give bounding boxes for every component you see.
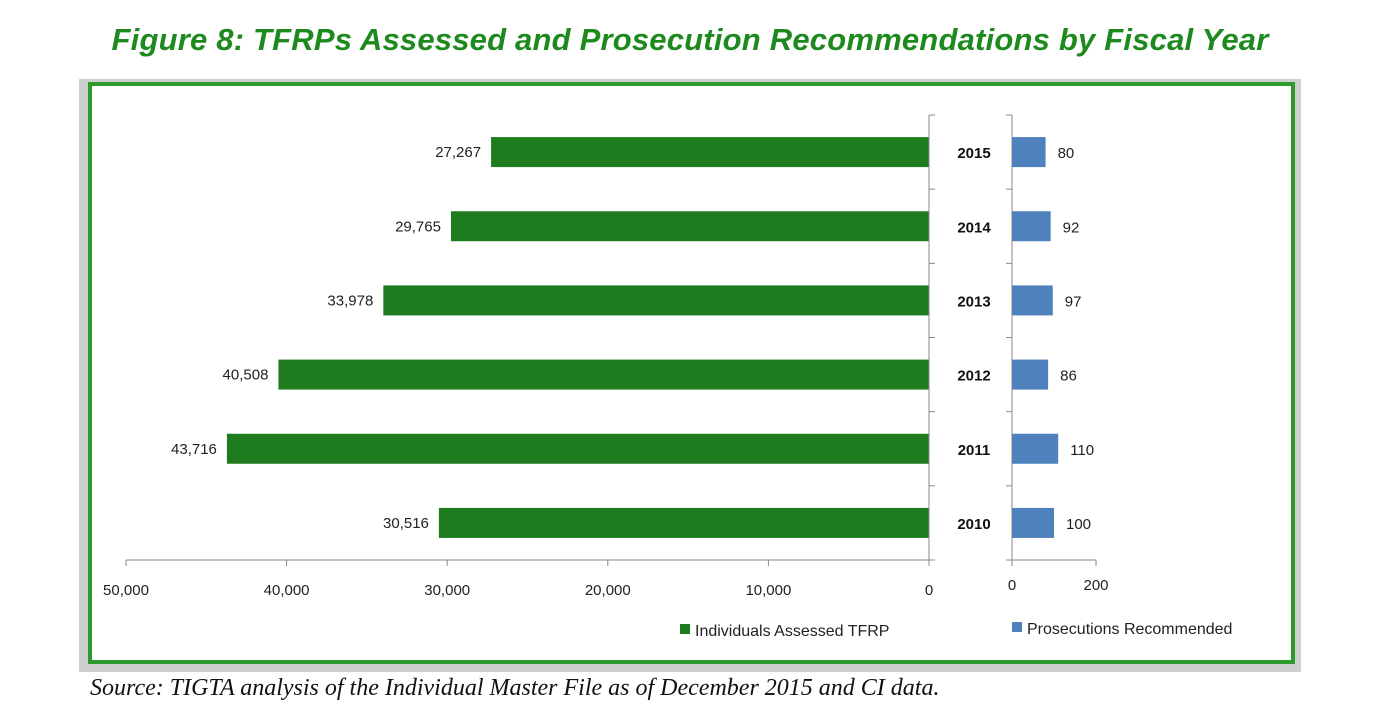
year-label-2015: 2015 [957,145,990,162]
left-x-tick-label: 30,000 [424,582,470,599]
source-note: Source: TIGTA analysis of the Individual… [90,675,940,701]
left-bar-2012 [278,359,929,390]
legend-swatch-prosecutions [1012,622,1022,632]
left-x-tick-label: 40,000 [264,582,310,599]
right-bar-2015 [1012,137,1046,168]
right-x-tick-label: 200 [1083,577,1108,594]
year-label-2012: 2012 [957,368,990,385]
left-bars: 27,267 29,765 33,978 40,508 43,716 30,516 [171,137,930,538]
right-value-label-2013: 97 [1065,293,1082,310]
left-x-tick-label: 0 [925,582,933,599]
left-bar-2010 [438,507,929,538]
legend: Individuals Assessed TFRP Prosecutions Re… [680,621,1232,640]
figure-title: Figure 8: TFRPs Assessed and Prosecution… [111,22,1269,57]
year-label-2013: 2013 [957,293,990,310]
left-value-label-2010: 30,516 [383,515,429,532]
legend-label-individuals-assessed: Individuals Assessed TFRP [695,623,889,640]
year-label-2010: 2010 [957,516,990,533]
right-value-label-2011: 110 [1070,442,1094,459]
center-axis: 2015 2014 2013 2012 2011 2010 [928,114,991,561]
legend-label-prosecutions: Prosecutions Recommended [1027,621,1232,638]
left-bar-2015 [491,137,929,168]
right-value-label-2010: 100 [1066,516,1091,533]
right-bar-2014 [1012,211,1051,242]
right-value-label-2012: 86 [1060,368,1077,385]
year-label-2011: 2011 [958,442,991,459]
left-value-label-2011: 43,716 [171,441,217,458]
right-bar-2012 [1012,359,1049,390]
left-value-label-2013: 33,978 [327,292,373,309]
left-value-label-2015: 27,267 [435,144,481,161]
right-bar-2010 [1012,507,1054,538]
right-bar-2011 [1012,433,1059,464]
left-axis: 50,000 40,000 30,000 20,000 10,000 0 [103,559,933,599]
right-axis: 0 200 [1006,114,1109,594]
right-value-label-2015: 80 [1058,145,1075,162]
left-value-label-2014: 29,765 [395,218,441,235]
right-value-label-2014: 92 [1063,219,1080,236]
left-bar-2011 [226,433,930,464]
left-x-tick-label: 50,000 [103,582,149,599]
right-bars: 80 92 97 86 110 100 [1012,137,1094,538]
left-x-tick-label: 10,000 [745,582,791,599]
right-x-tick-label: 0 [1008,577,1016,594]
left-x-tick-label: 20,000 [585,582,631,599]
left-bar-2013 [383,285,929,316]
left-value-label-2012: 40,508 [223,367,269,384]
legend-swatch-individuals-assessed [680,624,690,634]
year-label-2014: 2014 [957,219,991,236]
left-bar-2014 [450,211,929,242]
right-bar-2013 [1012,285,1053,316]
